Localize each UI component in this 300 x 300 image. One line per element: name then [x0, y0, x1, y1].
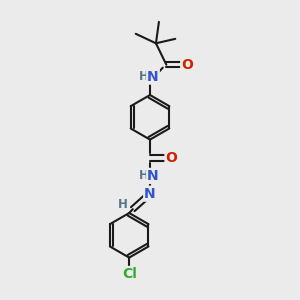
Text: N: N — [147, 70, 159, 84]
Text: Cl: Cl — [122, 267, 136, 281]
Text: H: H — [139, 70, 149, 83]
Text: N: N — [144, 187, 156, 201]
Text: H: H — [139, 169, 148, 182]
Text: O: O — [166, 151, 177, 165]
Text: H: H — [117, 198, 127, 211]
Text: N: N — [147, 169, 159, 183]
Text: O: O — [181, 58, 193, 72]
